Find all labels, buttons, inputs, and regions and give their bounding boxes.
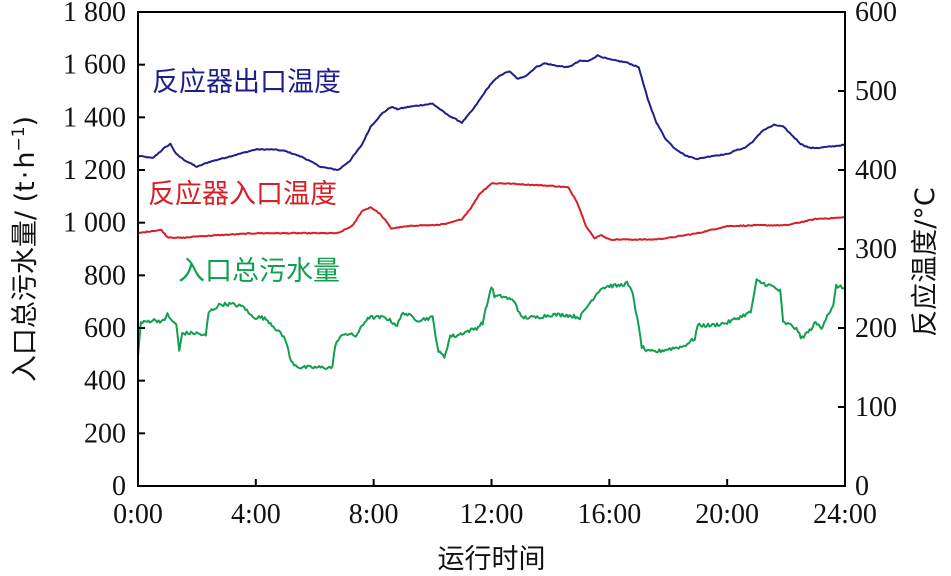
- y-right-tick-label: 0: [855, 471, 869, 502]
- y-left-tick-label: 1 400: [63, 102, 126, 133]
- y-right-axis-title: 反应温度/°C: [910, 187, 941, 336]
- y-left-tick-label: 1 800: [63, 0, 126, 28]
- x-tick-label: 16:00: [577, 499, 641, 530]
- y-left-tick-label: 400: [84, 366, 126, 397]
- y-left-tick-label: 1 000: [63, 208, 126, 239]
- y-left-tick-label: 800: [84, 260, 126, 291]
- y-left-tick-label: 600: [84, 313, 126, 344]
- inlet-temp-series-line: [137, 182, 846, 241]
- x-tick-label: 24:00: [813, 499, 877, 530]
- labels-layer: 0 200 400 600 800 1 000 1 200 1 400 1 600 1 800 0 1…: [9, 0, 941, 575]
- y-left-tick-label: 1 200: [63, 155, 126, 186]
- y-right-tick-label: 200: [855, 313, 897, 344]
- inlet-temp-label: 反应器入口温度: [148, 179, 337, 210]
- x-tick-label: 20:00: [695, 499, 759, 530]
- y-left-tick-label: 200: [84, 418, 126, 449]
- x-axis-title: 运行时间: [438, 544, 546, 575]
- y-right-tick-label: 400: [855, 155, 897, 186]
- y-right-tick-label: 300: [855, 234, 897, 265]
- inlet-flow-series-line: [137, 278, 846, 370]
- y-right-tick-label: 500: [855, 76, 897, 107]
- x-tick-label: 8:00: [349, 499, 399, 530]
- y-right-tick-label: 600: [855, 0, 897, 28]
- inlet-flow-label: 入口总污水量: [178, 256, 340, 287]
- outlet-temp-label: 反应器出口温度: [152, 67, 341, 98]
- y-left-tick-label: 1 600: [63, 50, 126, 81]
- x-tick-label: 4:00: [231, 499, 281, 530]
- series-layer: [137, 54, 846, 370]
- y-left-axis-title: 入口总污水量/ (t·h−1): [9, 116, 41, 382]
- outlet-temp-series-line: [137, 54, 846, 171]
- x-tick-label: 0:00: [113, 499, 163, 530]
- y-right-tick-label: 100: [855, 392, 897, 423]
- axes-layer: [137, 11, 846, 487]
- x-tick-label: 12:00: [460, 499, 524, 530]
- y-left-tick-label: 0: [112, 471, 126, 502]
